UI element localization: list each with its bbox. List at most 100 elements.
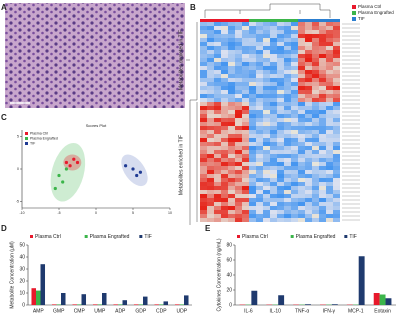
point <box>64 160 68 165</box>
heat-cell <box>270 74 277 78</box>
x-tick-label: GMP <box>53 308 65 314</box>
heat-cell <box>200 42 207 46</box>
heat-cell <box>312 78 319 82</box>
heat-cell <box>200 66 207 70</box>
heat-cell <box>326 218 333 222</box>
bar <box>373 293 380 305</box>
y-axis-label: Cytokines Concentration (ng/mL) <box>216 238 222 311</box>
heat-cell <box>319 114 326 118</box>
point <box>124 164 128 168</box>
heat-cell <box>249 150 256 154</box>
heat-cell <box>291 162 298 166</box>
heat-cell <box>326 134 333 138</box>
heat-cell <box>284 190 291 194</box>
heat-cell <box>305 42 312 46</box>
heat-cell <box>291 34 298 38</box>
heat-cell <box>291 70 298 74</box>
heat-cell <box>214 66 221 70</box>
heat-cell <box>312 102 319 106</box>
heat-cell <box>228 46 235 50</box>
heat-cell <box>221 174 228 178</box>
heat-cell <box>305 134 312 138</box>
heat-cell <box>214 158 221 162</box>
heat-cell <box>333 94 340 98</box>
heat-cell <box>249 210 256 214</box>
heat-cell <box>207 218 214 222</box>
heat-cell <box>284 178 291 182</box>
heat-cell <box>312 138 319 142</box>
heat-cell <box>291 26 298 30</box>
heat-cell <box>319 126 326 130</box>
heat-cell <box>333 206 340 210</box>
heat-cell <box>200 122 207 126</box>
heat-cell <box>249 162 256 166</box>
heat-cell <box>263 78 270 82</box>
heat-cell <box>207 130 214 134</box>
heat-cell <box>291 214 298 218</box>
heat-cell <box>291 66 298 70</box>
heat-cell <box>312 210 319 214</box>
heat-cell <box>298 190 305 194</box>
heat-cell <box>277 198 284 202</box>
heat-cell <box>326 102 333 106</box>
heat-cell <box>249 190 256 194</box>
heat-cell <box>256 30 263 34</box>
heat-cell <box>298 126 305 130</box>
heat-cell <box>249 166 256 170</box>
x-tick-label: -5 <box>57 211 60 215</box>
heat-cell <box>333 54 340 58</box>
heat-cell <box>256 114 263 118</box>
heat-cell <box>235 110 242 114</box>
heat-cell <box>228 218 235 222</box>
heat-cell <box>291 146 298 150</box>
heat-cell <box>277 142 284 146</box>
heat-cell <box>284 38 291 42</box>
heat-cell <box>200 138 207 142</box>
heat-cell <box>312 66 319 70</box>
heat-cell <box>242 22 249 26</box>
heat-cell <box>221 98 228 102</box>
y-tick-label: 5 <box>17 134 19 138</box>
y-tick-label: 40 <box>19 254 25 260</box>
heat-cell <box>263 34 270 38</box>
heat-cell <box>319 62 326 66</box>
heat-cell <box>326 94 333 98</box>
heat-cell <box>249 46 256 50</box>
heat-cell <box>305 54 312 58</box>
heat-cell <box>207 118 214 122</box>
heat-cell <box>305 214 312 218</box>
y-tick-label: -5 <box>16 199 19 203</box>
bar <box>251 290 258 305</box>
heat-cell <box>221 30 228 34</box>
heat-cell <box>228 118 235 122</box>
heat-cell <box>221 78 228 82</box>
heat-cell <box>298 142 305 146</box>
confidence-ellipse <box>50 142 86 202</box>
heat-cell <box>291 114 298 118</box>
heat-cell <box>298 102 305 106</box>
heat-cell <box>214 118 221 122</box>
bar <box>158 304 164 305</box>
heat-cell <box>319 70 326 74</box>
heat-cell <box>221 182 228 186</box>
legend-swatch <box>25 137 28 140</box>
heat-cell <box>207 86 214 90</box>
heat-cell <box>263 162 270 166</box>
heat-cell <box>228 62 235 66</box>
heat-cell <box>284 158 291 162</box>
heat-cell <box>270 150 277 154</box>
heat-cell <box>228 26 235 30</box>
heat-cell <box>214 190 221 194</box>
heat-cell <box>256 74 263 78</box>
heat-cell <box>207 102 214 106</box>
heat-cell <box>207 90 214 94</box>
heat-cell <box>242 62 249 66</box>
heat-cell <box>256 46 263 50</box>
heat-cell <box>228 214 235 218</box>
heat-cell <box>200 34 207 38</box>
heat-cell <box>214 146 221 150</box>
heat-cell <box>319 210 326 214</box>
heat-cell <box>242 58 249 62</box>
heat-cell <box>228 166 235 170</box>
heat-cell <box>326 86 333 90</box>
